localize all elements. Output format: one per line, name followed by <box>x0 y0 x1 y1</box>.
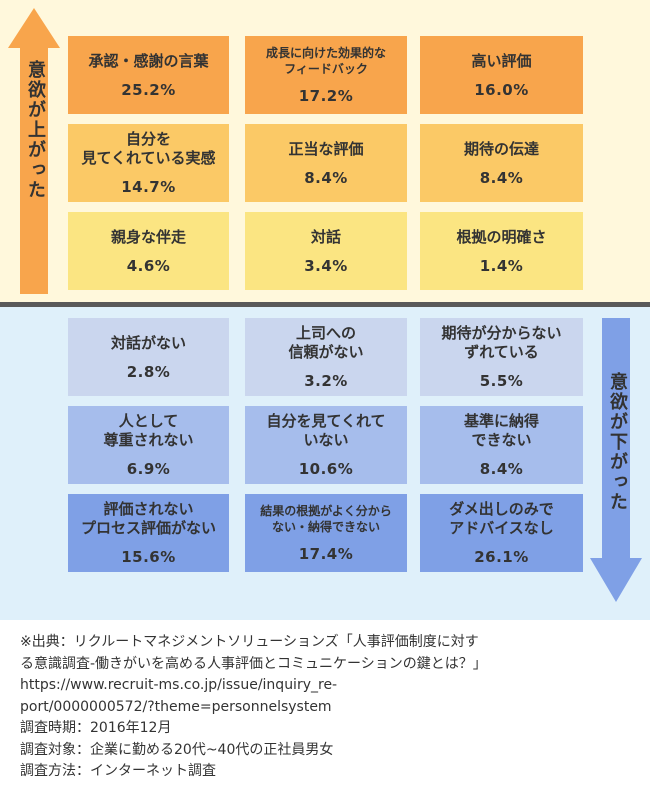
card-label: 成長に向けた効果的な フィードバック <box>265 46 386 76</box>
motivation-down-card: 対話がない 2.8% <box>68 318 229 396</box>
motivation-down-card: ダメ出しのみで アドバイスなし 26.1% <box>420 494 583 572</box>
card-value: 17.4% <box>298 545 354 563</box>
card-label: 自分を 見てくれている実感 <box>81 130 216 167</box>
card-value: 14.7% <box>121 178 176 196</box>
motivation-down-card: 結果の根拠がよく分から ない・納得できない 17.4% <box>245 494 407 572</box>
motivation-down-card: 上司への 信頼がない 3.2% <box>245 318 407 396</box>
card-label: 自分を見てくれて いない <box>266 412 386 449</box>
card-value: 4.6% <box>126 256 171 275</box>
motivation-up-card: 成長に向けた効果的な フィードバック 17.2% <box>245 36 407 114</box>
card-value: 2.8% <box>126 362 171 381</box>
source-line: る意識調査-働きがいを高める人事評価とコミュニケーションの鍵とは？」 <box>20 655 487 672</box>
card-label: 期待が分からない ずれている <box>441 324 562 361</box>
card-label: 基準に納得 できない <box>463 412 539 449</box>
source-url-line: https://www.recruit-ms.co.jp/issue/inqui… <box>20 677 338 693</box>
card-value: 26.1% <box>474 548 529 566</box>
up-arrow-icon <box>8 8 60 294</box>
card-value: 3.4% <box>304 256 348 275</box>
motivation-up-card: 対話 3.4% <box>245 212 407 290</box>
motivation-up-card: 自分を 見てくれている実感 14.7% <box>68 124 229 202</box>
card-label: 承認・感謝の言葉 <box>88 51 209 70</box>
survey-target: 調査対象：企業に勤める20代~40代の正社員男女 <box>20 741 334 758</box>
card-label: 根拠の明確さ <box>456 227 547 246</box>
motivation-down-card: 評価されない プロセス評価がない 15.6% <box>68 494 229 572</box>
card-value: 8.4% <box>479 460 524 478</box>
motivation-up-card: 期待の伝達 8.4% <box>420 124 583 202</box>
source-url-line: port/0000000572/?theme=personnelsystem <box>20 698 332 715</box>
source-line: ※出典：リクルートマネジメントソリューションズ「人事評価制度に対す <box>20 634 479 650</box>
motivation-down-card: 人として 尊重されない 6.9% <box>68 406 229 484</box>
source-note: ※出典：リクルートマネジメントソリューションズ「人事評価制度に対す る意識調査-… <box>20 632 635 783</box>
card-label: 親身な伴走 <box>110 227 186 246</box>
card-label: ダメ出しのみで アドバイスなし <box>449 500 554 537</box>
card-value: 8.4% <box>304 168 348 187</box>
card-label: 結果の根拠がよく分から ない・納得できない <box>260 504 392 534</box>
motivation-down-card: 自分を見てくれて いない 10.6% <box>245 406 407 484</box>
survey-period: 調査時期：2016年12月 <box>20 720 172 736</box>
card-value: 5.5% <box>479 372 524 390</box>
motivation-down-card: 期待が分からない ずれている 5.5% <box>420 318 583 396</box>
down-arrow-icon <box>590 318 642 602</box>
card-value: 1.4% <box>479 256 524 275</box>
card-label: 人として 尊重されない <box>103 412 194 449</box>
card-value: 25.2% <box>121 80 176 99</box>
motivation-up-card: 高い評価 16.0% <box>420 36 583 114</box>
card-value: 10.6% <box>298 460 354 478</box>
card-value: 15.6% <box>121 548 176 566</box>
motivation-up-card: 承認・感謝の言葉 25.2% <box>68 36 229 114</box>
card-label: 高い評価 <box>471 51 532 70</box>
card-label: 評価されない プロセス評価がない <box>80 500 216 537</box>
motivation-up-card: 親身な伴走 4.6% <box>68 212 229 290</box>
card-value: 8.4% <box>479 168 524 187</box>
up-arrow-label: 意欲が上がった <box>25 60 46 200</box>
section-divider <box>0 302 650 307</box>
motivation-down-card: 基準に納得 できない 8.4% <box>420 406 583 484</box>
card-label: 対話がない <box>110 333 186 352</box>
motivation-up-card: 正当な評価 8.4% <box>245 124 407 202</box>
motivation-up-card: 根拠の明確さ 1.4% <box>420 212 583 290</box>
card-value: 17.2% <box>298 87 354 105</box>
card-value: 3.2% <box>304 372 348 390</box>
card-label: 正当な評価 <box>288 139 364 158</box>
card-value: 16.0% <box>474 80 529 99</box>
down-arrow-label: 意欲が下がった <box>607 372 628 512</box>
survey-method: 調査方法：インターネット調査 <box>20 763 216 779</box>
card-label: 上司への 信頼がない <box>288 324 364 361</box>
card-value: 6.9% <box>126 460 171 478</box>
card-label: 期待の伝達 <box>463 139 539 158</box>
card-label: 対話 <box>310 227 341 246</box>
